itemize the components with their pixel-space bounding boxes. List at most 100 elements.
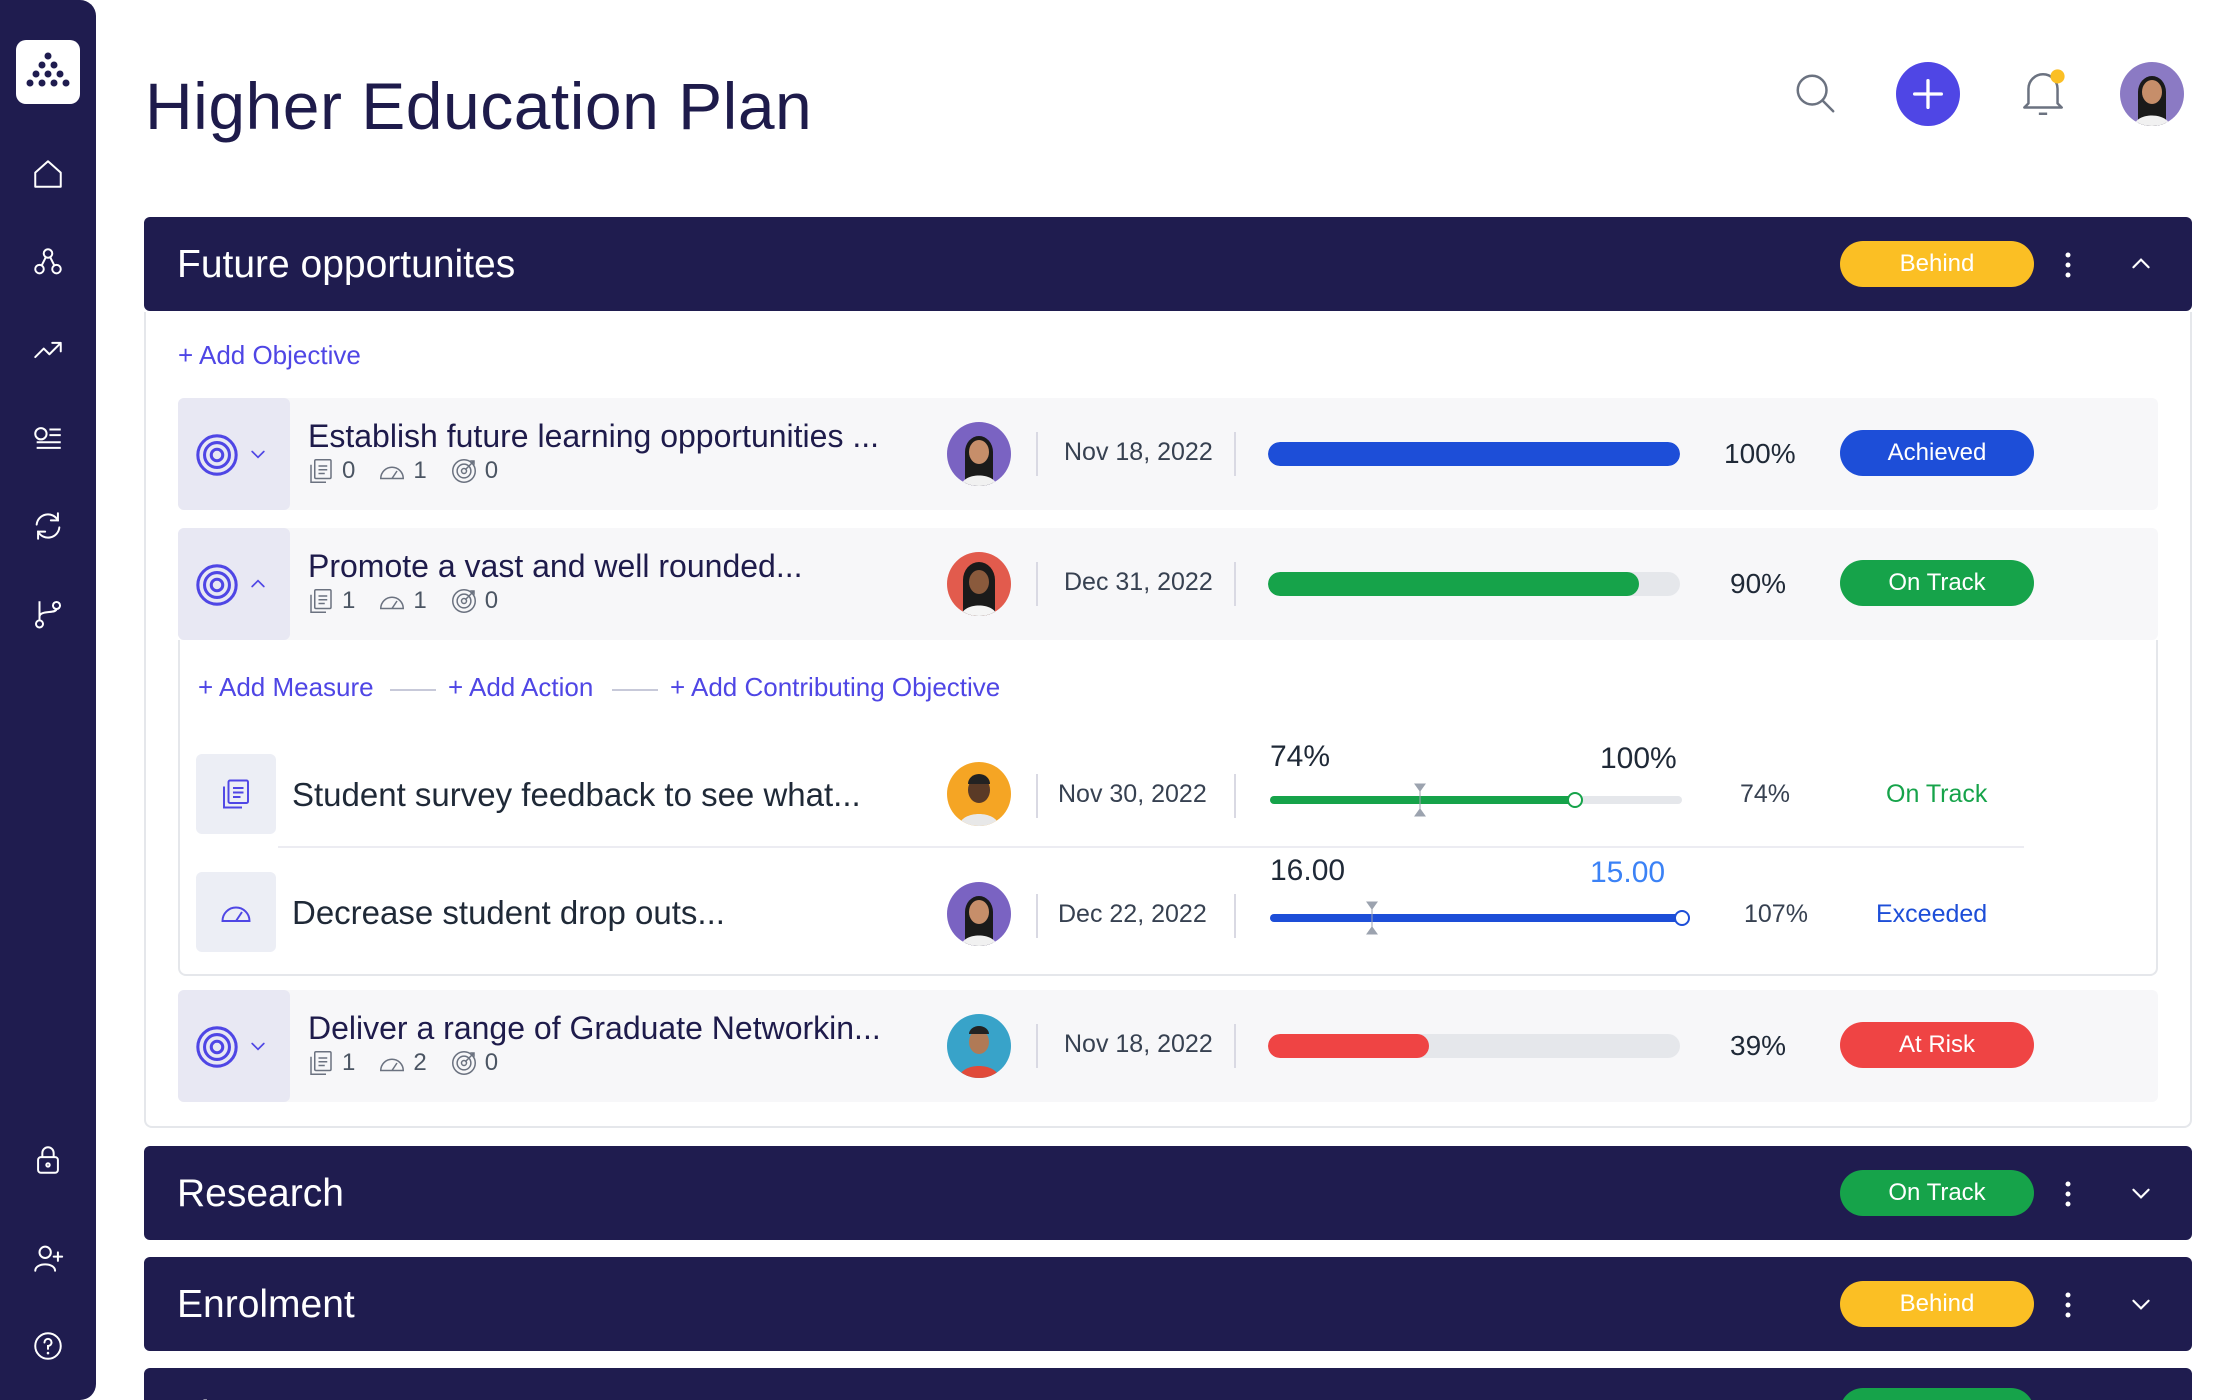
action-count: 2 [413,1049,427,1076]
measure-type [196,872,276,952]
divider [1234,774,1236,818]
measure-target-value: 100% [1600,742,1677,775]
contributing-target-icon [451,459,476,483]
contributing-target-icon [451,589,476,613]
measure-progress-fill [1270,914,1682,922]
sidebar-item-sync[interactable] [28,506,68,546]
measure-progress-handle [1566,792,1583,808]
contributing-count: 0 [484,457,499,484]
chevron-down-icon[interactable] [2128,1291,2154,1317]
sidebar-item-help[interactable] [28,1326,68,1366]
objective-title[interactable]: Establish future learning opportunities … [308,418,879,454]
sidebar-item-lock[interactable] [28,1140,68,1180]
measure-progress-handle [1674,910,1690,926]
sidebar-item-branch[interactable] [28,594,68,634]
add-button[interactable] [1896,62,1960,126]
lock-icon [37,1146,59,1174]
measure-title[interactable]: Student survey feedback to see what... [292,776,861,813]
objective-row[interactable]: Establish future learning opportunities … [178,398,2158,510]
sidebar-item-add-user[interactable] [28,1238,68,1278]
action-count: 1 [413,457,427,484]
measure-count: 1 [342,1049,356,1076]
sidebar-item-trends[interactable] [28,330,68,370]
objective-toggle[interactable] [178,990,290,1102]
divider [1036,562,1038,606]
section-header-partial[interactable]: Fi [144,1368,2192,1400]
measure-row[interactable]: Decrease student drop outs... Dec 22, 20… [196,854,2026,956]
objective-toggle[interactable] [178,528,290,640]
section-panel [144,312,2192,1128]
progress-fill [1268,1034,1429,1058]
measure-doc-icon [310,589,332,613]
due-date: Dec 22, 2022 [1058,900,1207,928]
section-header-research[interactable]: Research On Track [144,1146,2192,1240]
status-badge [1840,1388,2034,1400]
help-icon [34,1332,62,1360]
measure-current-value: 16.00 [1270,854,1346,887]
home-icon [34,160,62,188]
owner-avatar[interactable] [947,882,1011,946]
objective-row[interactable]: Deliver a range of Graduate Networkin...… [178,990,2158,1102]
measure-count: 0 [342,457,356,484]
section-header-future-opportunities[interactable]: Future opportunites Behind [144,217,2192,311]
more-options-icon[interactable] [2062,247,2074,283]
owner-avatar[interactable] [947,422,1011,486]
objective-row[interactable]: Promote a vast and well rounded... 1 1 0… [178,528,2158,640]
chevron-down-icon[interactable] [2128,1180,2154,1206]
owner-avatar[interactable] [947,1014,1011,1078]
baseline-marker-icon [1414,783,1426,817]
objective-title[interactable]: Promote a vast and well rounded... [308,548,803,584]
add-objective-link[interactable]: + Add Objective [178,340,361,370]
measure-title[interactable]: Decrease student drop outs... [292,894,725,931]
chevron-up-icon [251,579,265,588]
link-separator [612,689,658,691]
section-title: Fi [177,1394,210,1400]
more-options-icon[interactable] [2062,1176,2074,1212]
chevron-up-icon[interactable] [2128,251,2154,277]
objective-toggle[interactable] [178,398,290,510]
add-contributing-objective-link[interactable]: + Add Contributing Objective [670,672,1001,702]
objective-target-icon [196,564,238,606]
progress-bar [1268,572,1680,596]
owner-avatar[interactable] [947,552,1011,616]
divider [1234,432,1236,476]
sidebar-item-home[interactable] [28,154,68,194]
objective-counts: 1 1 0 [306,586,498,616]
due-date: Nov 18, 2022 [1064,438,1213,466]
trend-icon [34,341,62,359]
link-separator [390,689,436,691]
measure-target-value: 15.00 [1590,856,1666,889]
app-logo[interactable] [16,40,80,104]
measure-row[interactable]: Student survey feedback to see what... N… [196,740,2026,838]
progress-fill [1268,572,1639,596]
divider [1234,894,1236,938]
measure-percent: 107% [1744,900,1808,928]
status-badge: On Track [1840,1170,2034,1216]
sidebar-item-hierarchy[interactable] [28,242,68,282]
measure-count: 1 [342,587,356,614]
avatar-image [947,552,1011,616]
objective-title[interactable]: Deliver a range of Graduate Networkin... [308,1010,881,1046]
status-badge: On Track [1840,560,2034,606]
section-header-enrolment[interactable]: Enrolment Behind [144,1257,2192,1351]
search-button[interactable] [1792,70,1838,116]
chevron-down-icon [251,1042,265,1051]
status-badge: At Risk [1840,1022,2034,1068]
more-options-icon[interactable] [2062,1287,2074,1323]
contributing-count: 0 [484,587,499,614]
add-measure-link[interactable]: + Add Measure [198,672,374,702]
list-icon [34,427,61,449]
measure-current-value: 74% [1270,740,1331,773]
notifications-button[interactable] [2018,66,2068,120]
user-avatar[interactable] [2120,62,2184,126]
progress-bar [1268,1034,1680,1058]
sync-icon [35,512,61,540]
row-divider [278,846,2024,848]
add-action-link[interactable]: + Add Action [448,672,594,702]
search-icon [1796,74,1835,113]
contributing-target-icon [451,1051,476,1075]
divider [1036,774,1038,818]
owner-avatar[interactable] [947,762,1011,826]
bell-icon [2023,69,2065,116]
sidebar-item-list[interactable] [28,418,68,458]
